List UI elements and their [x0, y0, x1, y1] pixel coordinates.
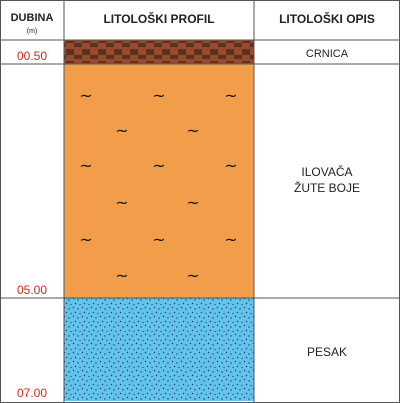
tilde-symbol: ~ [79, 230, 92, 249]
tilde-symbol: ~ [79, 156, 92, 175]
description-ilovaca-line-1: ILOVAČA [301, 164, 352, 179]
tilde-symbol-group: ~ ~ ~ ~ ~ ~ ~ ~ ~ ~ ~ ~ ~ ~ ~ [79, 86, 237, 285]
depth-value-crnica: 00.50 [17, 49, 47, 63]
description-ilovaca-line-2: ŽUTE BOJE [294, 180, 360, 195]
tilde-symbol: ~ [224, 230, 237, 249]
header-profile: LITOLOŠKI PROFIL [103, 11, 214, 26]
description-crnica: CRNICA [306, 48, 349, 60]
tilde-symbol: ~ [152, 230, 165, 249]
tilde-symbol: ~ [186, 193, 199, 212]
layer-ilovaca-fill [64, 64, 254, 298]
layer-crnica-fill [64, 40, 254, 64]
tilde-symbol: ~ [186, 121, 199, 140]
tilde-symbol: ~ [224, 156, 237, 175]
tilde-symbol: ~ [224, 86, 237, 105]
tilde-symbol: ~ [152, 86, 165, 105]
depth-value-ilovaca: 05.00 [17, 283, 47, 297]
depth-value-pesak: 07.00 [17, 386, 47, 400]
tilde-symbol: ~ [152, 156, 165, 175]
description-pesak: PESAK [307, 345, 347, 359]
header-description: LITOLOŠKI OPIS [279, 11, 375, 26]
tilde-symbol: ~ [186, 266, 199, 285]
header-depth-unit: (m) [27, 28, 38, 35]
header-depth: DUBINA [11, 12, 54, 24]
tilde-symbol: ~ [79, 86, 92, 105]
tilde-symbol: ~ [115, 266, 128, 285]
layer-pesak-fill [64, 298, 254, 401]
tilde-symbol: ~ [115, 121, 128, 140]
tilde-symbol: ~ [115, 193, 128, 212]
